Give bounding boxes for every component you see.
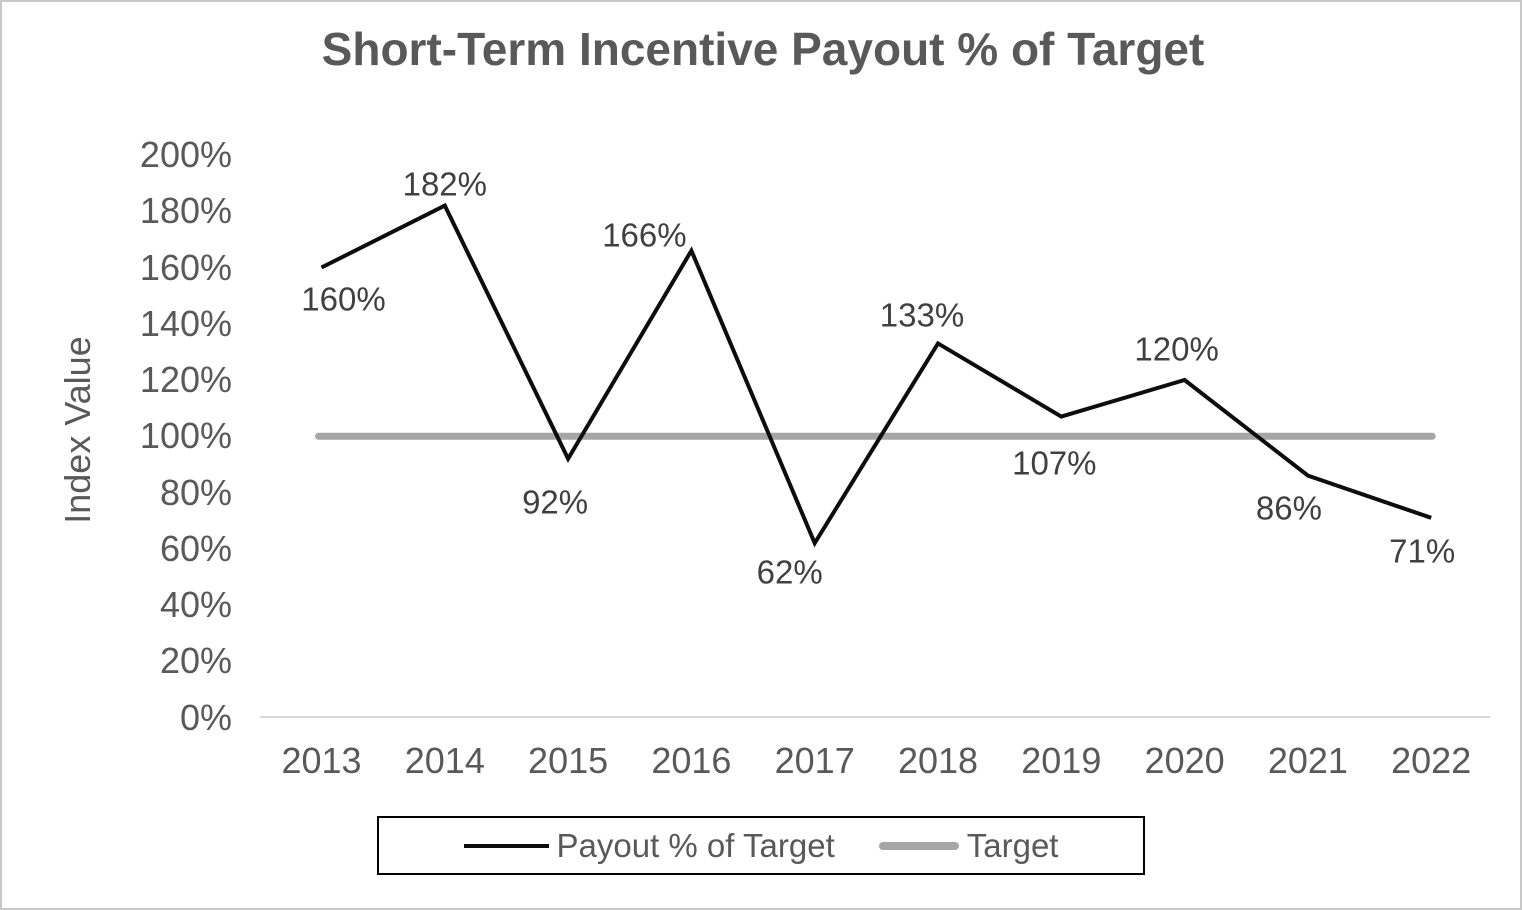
x-tick-label: 2013 — [281, 740, 362, 781]
data-point-label: 92% — [522, 483, 589, 521]
x-tick-label: 2017 — [774, 740, 855, 781]
x-tick-label: 2020 — [1144, 740, 1225, 781]
y-tick-label: 140% — [139, 302, 232, 344]
data-point-label: 62% — [756, 553, 823, 591]
y-tick-label: 60% — [159, 527, 232, 569]
data-point-label: 160% — [301, 280, 386, 317]
x-tick-label: 2018 — [897, 740, 979, 781]
y-tick-label: 200% — [139, 134, 232, 175]
y-tick-label: 40% — [159, 584, 232, 625]
legend: Payout % of Target Target — [377, 816, 1145, 875]
data-point-label: 133% — [879, 296, 965, 334]
x-tick-label: 2014 — [404, 740, 485, 781]
legend-entry-target: Target — [878, 827, 1059, 864]
x-tick-label: 2019 — [1021, 740, 1102, 781]
x-tick-label: 2021 — [1267, 740, 1348, 781]
legend-entry-payout: Payout % of Target — [463, 827, 835, 864]
y-tick-label: 180% — [139, 190, 232, 232]
x-tick-label: 2015 — [528, 740, 609, 781]
data-point-label: 182% — [402, 165, 487, 203]
x-tick-label: 2022 — [1391, 740, 1472, 781]
payout-line-swatch-icon — [463, 843, 549, 848]
legend-label-target: Target — [966, 827, 1059, 864]
target-line-swatch-icon — [878, 841, 959, 850]
y-tick-label: 120% — [139, 359, 232, 400]
y-tick-label: 0% — [179, 696, 232, 738]
y-tick-label: 20% — [159, 640, 232, 682]
y-tick-label: 100% — [139, 415, 232, 457]
chart-title: Short-Term Incentive Payout % of Target — [321, 23, 1205, 75]
y-tick-label: 80% — [159, 471, 232, 513]
y-tick-label: 160% — [139, 246, 232, 288]
legend-label-payout: Payout % of Target — [556, 827, 835, 864]
data-point-label: 120% — [1134, 330, 1219, 368]
data-point-label: 71% — [1389, 532, 1456, 570]
data-point-label: 107% — [1012, 444, 1097, 482]
x-tick-label: 2016 — [651, 740, 732, 781]
data-point-label: 166% — [602, 216, 687, 254]
data-point-label: 86% — [1255, 489, 1322, 527]
